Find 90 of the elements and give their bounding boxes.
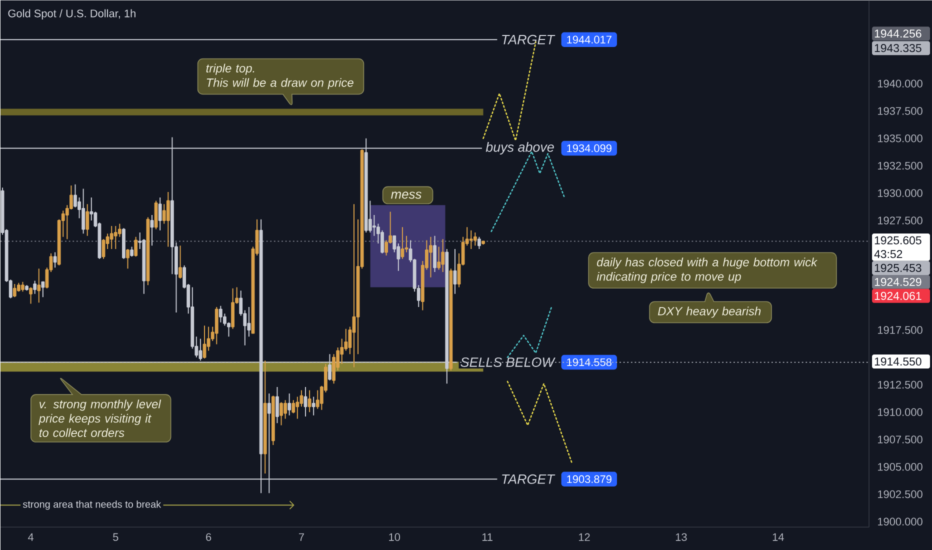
candlestick bbox=[231, 288, 234, 330]
candlestick bbox=[53, 252, 57, 268]
candlestick bbox=[33, 280, 37, 294]
ref-line-label: 1914.550 bbox=[874, 357, 922, 366]
band-label: v. strong monthly level price keeps visiting it to collect orders bbox=[38, 400, 162, 437]
annotation: daily has closed with a huge bottom wick indicating price to move up bbox=[596, 258, 818, 284]
x-tick-label: 12 bbox=[578, 533, 590, 541]
candlestick bbox=[122, 228, 126, 260]
text: 1925.453 bbox=[874, 264, 922, 272]
ref-line-label: TARGET bbox=[502, 34, 556, 44]
ref-line-label: 1925.605 43:52 bbox=[874, 236, 922, 258]
band-label: mess bbox=[391, 192, 422, 199]
y-tick-label: 1927.500 bbox=[878, 216, 922, 224]
text: 1944.256 bbox=[874, 29, 922, 38]
annotation: 1934.099 bbox=[567, 144, 612, 152]
candlestick bbox=[400, 226, 404, 260]
x-tick-label: 4 bbox=[28, 533, 34, 541]
ref-line-label: buys above bbox=[486, 142, 554, 154]
candlestick bbox=[178, 245, 182, 279]
candlestick bbox=[37, 268, 41, 304]
y-tick-label: 1907.500 bbox=[878, 436, 922, 444]
candlestick bbox=[29, 286, 33, 304]
candlestick bbox=[25, 284, 28, 292]
candlestick bbox=[214, 306, 218, 345]
ref-line-label: SELLS BELOW bbox=[460, 357, 556, 367]
y-tick-label: 1905.000 bbox=[878, 462, 922, 471]
candlestick bbox=[288, 392, 292, 416]
candlestick bbox=[469, 230, 473, 250]
y-tick-label: 1910.000 bbox=[878, 408, 922, 416]
candlestick bbox=[21, 281, 24, 292]
candlestick bbox=[41, 281, 45, 298]
y-tick-label: 1932.500 bbox=[878, 162, 922, 170]
y-tick-label: 1912.500 bbox=[878, 380, 922, 389]
x-tick-label: 7 bbox=[298, 533, 304, 541]
x-tick-label: 10 bbox=[389, 533, 400, 541]
candlestick bbox=[86, 204, 90, 236]
candlestick bbox=[263, 360, 267, 474]
candlestick bbox=[453, 248, 457, 294]
candlestick bbox=[114, 225, 118, 250]
candlestick bbox=[478, 236, 481, 250]
y-tick-label: 1937.500 bbox=[878, 107, 922, 115]
y-tick-label: 1940.000 bbox=[878, 80, 922, 88]
candlestick bbox=[429, 236, 432, 278]
candlestick bbox=[449, 268, 453, 371]
x-tick-label: 6 bbox=[206, 533, 212, 541]
candlestick bbox=[12, 283, 16, 298]
candlestick bbox=[276, 386, 279, 424]
candlestick bbox=[473, 232, 477, 246]
y-tick-label: 1935.000 bbox=[878, 134, 922, 142]
candlestick bbox=[271, 395, 275, 446]
text: 1943.335 bbox=[874, 44, 922, 52]
candlestick bbox=[82, 188, 86, 234]
line-series bbox=[506, 380, 573, 464]
text: 1924.529 bbox=[874, 278, 922, 286]
x-tick-label: 13 bbox=[676, 533, 687, 541]
candlestick bbox=[482, 240, 485, 246]
annotation: 1944.017 bbox=[567, 36, 612, 44]
annotation: 1914.558 bbox=[567, 358, 612, 366]
candlestick bbox=[280, 402, 283, 426]
band-label: triple top. This will be a draw on price bbox=[206, 64, 354, 90]
ref-line-label: TARGET bbox=[502, 474, 556, 484]
y-tick-label: 1902.500 bbox=[878, 490, 922, 498]
candlestick bbox=[134, 236, 138, 258]
y-tick-label: 1900.000 bbox=[878, 518, 922, 526]
y-tick-label: 1917.500 bbox=[878, 326, 922, 334]
candlestick bbox=[433, 235, 436, 272]
candlestick bbox=[158, 196, 162, 231]
candlestick bbox=[202, 325, 206, 359]
x-tick-label: 11 bbox=[482, 533, 492, 541]
text: 1924.061 bbox=[874, 292, 922, 300]
candlestick bbox=[218, 305, 222, 323]
candlestick bbox=[308, 390, 312, 413]
candlestick bbox=[304, 386, 308, 417]
x-tick-label: 14 bbox=[772, 533, 784, 541]
candlestick bbox=[316, 390, 320, 410]
y-tick-label: 1930.000 bbox=[878, 189, 922, 197]
candlestick bbox=[126, 248, 130, 270]
candlestick bbox=[110, 225, 114, 250]
candlestick bbox=[441, 238, 445, 272]
annotation: 1903.879 bbox=[567, 475, 612, 483]
annotation: strong area that needs to break bbox=[22, 500, 162, 510]
candlestick bbox=[352, 204, 356, 368]
candlestick bbox=[150, 214, 154, 246]
annotation: DXY heavy bearish bbox=[658, 306, 761, 318]
candlestick bbox=[312, 396, 316, 416]
x-tick-label: 5 bbox=[113, 533, 118, 541]
text: Gold Spot / U.S. Dollar, 1h bbox=[8, 9, 136, 20]
candlestick bbox=[166, 191, 170, 248]
candlestick bbox=[130, 246, 134, 258]
line-series bbox=[506, 305, 553, 358]
